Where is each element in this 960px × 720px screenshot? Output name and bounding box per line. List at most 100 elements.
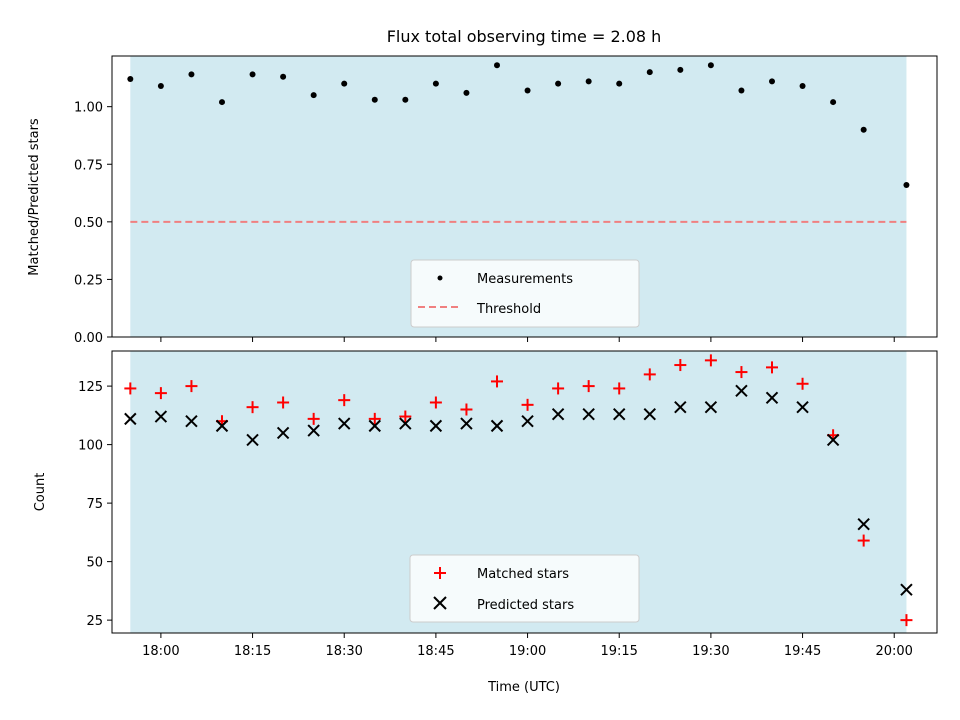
matched-stars-point bbox=[491, 375, 503, 388]
predicted-stars-point bbox=[185, 415, 198, 428]
bottom-y-tick-label: 50 bbox=[86, 556, 103, 571]
predicted-stars-point bbox=[460, 417, 473, 430]
measurements-point bbox=[371, 96, 378, 103]
matched-stars-point bbox=[582, 380, 595, 393]
bottom-y-axis-label: Count bbox=[33, 473, 48, 512]
legend-matched-stars-label: Matched stars bbox=[477, 567, 569, 582]
measurements-point bbox=[341, 80, 348, 87]
bottom-axes-frame bbox=[111, 350, 938, 634]
predicted-stars-point bbox=[765, 391, 779, 405]
bottom-x-tick-label: 20:00 bbox=[875, 644, 912, 659]
top-y-tick-label: 1.00 bbox=[74, 101, 103, 116]
matched-stars-point bbox=[643, 368, 656, 381]
predicted-stars-point bbox=[613, 407, 626, 421]
matched-stars-point bbox=[185, 380, 198, 393]
predicted-stars-point bbox=[796, 400, 809, 414]
bottom-x-tick-label: 19:30 bbox=[692, 644, 729, 659]
top-panel: Flux total observing time = 2.08 h 0.000… bbox=[27, 27, 938, 346]
bottom-y-ticks: 25 50 75 100 125 bbox=[78, 380, 112, 629]
legend-predicted-stars-label: Predicted stars bbox=[477, 598, 574, 613]
bottom-x-tick-label: 19:15 bbox=[600, 644, 637, 659]
legend-measurements-label: Measurements bbox=[477, 272, 573, 287]
predicted-stars-point bbox=[338, 417, 351, 430]
matched-stars-point bbox=[674, 359, 687, 372]
matched-stars-point bbox=[521, 398, 534, 411]
matched-stars-point bbox=[307, 412, 320, 425]
matched-stars-point bbox=[338, 394, 351, 407]
measurements-point bbox=[157, 82, 164, 89]
matched-stars-point bbox=[900, 614, 913, 627]
predicted-stars-point bbox=[674, 400, 687, 414]
bottom-x-tick-label: 18:45 bbox=[417, 644, 454, 659]
top-legend-box bbox=[410, 259, 640, 328]
matched-stars-point bbox=[154, 387, 167, 400]
top-x-ticks bbox=[160, 337, 895, 342]
predicted-stars-point bbox=[399, 417, 412, 430]
bottom-y-tick-label: 100 bbox=[78, 439, 103, 454]
measurements-point bbox=[799, 82, 806, 89]
matched-stars-point bbox=[796, 377, 809, 390]
legend-predicted-stars-marker bbox=[433, 596, 447, 610]
bottom-x-tick-label: 18:15 bbox=[234, 644, 271, 659]
measurements-point bbox=[646, 69, 653, 76]
predicted-stars-point bbox=[154, 410, 168, 423]
bottom-y-tick-label: 75 bbox=[86, 497, 103, 512]
predicted-stars-point bbox=[124, 412, 137, 426]
predicted-stars-point bbox=[215, 419, 229, 433]
matched-stars-point bbox=[735, 366, 748, 379]
predicted-stars-point bbox=[521, 415, 534, 428]
measurements-point bbox=[707, 62, 714, 69]
top-y-tick-label: 0.75 bbox=[74, 158, 103, 173]
measurements-point bbox=[830, 99, 837, 106]
measurements-point bbox=[677, 66, 684, 73]
top-y-axis-label: Matched/Predicted stars bbox=[27, 118, 42, 276]
bottom-series-layer bbox=[124, 354, 913, 627]
predicted-stars-point bbox=[490, 419, 504, 433]
predicted-stars-point bbox=[276, 426, 290, 440]
bottom-y-tick-label: 25 bbox=[86, 614, 103, 629]
measurements-point bbox=[188, 71, 195, 78]
measurements-point bbox=[616, 80, 623, 87]
measurements-point bbox=[432, 80, 439, 87]
predicted-stars-point bbox=[643, 407, 656, 421]
matched-stars-point bbox=[766, 361, 778, 374]
measurements-point bbox=[310, 92, 317, 99]
top-chart-title: Flux total observing time = 2.08 h bbox=[387, 27, 662, 46]
bottom-x-tick-label: 18:30 bbox=[325, 644, 362, 659]
matched-stars-point bbox=[460, 403, 473, 416]
top-axes-frame bbox=[111, 55, 938, 338]
measurements-point bbox=[769, 78, 775, 85]
measurements-point bbox=[402, 96, 409, 103]
bottom-x-tick-label: 18:00 bbox=[142, 644, 179, 659]
top-y-ticks: 0.00 0.25 0.50 0.75 1.00 bbox=[74, 101, 112, 346]
top-y-tick-label: 0.25 bbox=[74, 273, 103, 288]
predicted-stars-point bbox=[551, 407, 565, 421]
matched-stars-point bbox=[368, 412, 381, 425]
matched-stars-point bbox=[857, 534, 870, 547]
measurements-point bbox=[494, 62, 500, 69]
matched-stars-point bbox=[399, 410, 412, 423]
measurements-point bbox=[585, 78, 592, 85]
bottom-x-tick-label: 19:00 bbox=[509, 644, 546, 659]
predicted-stars-point bbox=[368, 419, 381, 433]
bottom-panel: 25 50 75 100 125 18:00 18:15 18:30 18:45 19:00 19… bbox=[33, 350, 938, 695]
matched-stars-point bbox=[124, 382, 137, 395]
bottom-legend: Matched stars Predicted stars bbox=[409, 554, 640, 623]
matched-stars-point bbox=[704, 354, 717, 367]
predicted-stars-point bbox=[900, 583, 913, 596]
top-y-tick-label: 0.00 bbox=[74, 331, 103, 346]
measurements-point bbox=[555, 80, 562, 87]
top-y-tick-label: 0.50 bbox=[74, 216, 103, 231]
legend-matched-stars-marker bbox=[434, 567, 446, 579]
bottom-y-tick-label: 125 bbox=[78, 380, 103, 395]
bottom-legend-box bbox=[409, 554, 640, 623]
predicted-stars-point bbox=[735, 384, 748, 397]
measurements-point bbox=[463, 89, 470, 96]
measurements-point bbox=[280, 73, 287, 80]
matched-stars-point bbox=[277, 396, 290, 409]
bottom-x-tick-label: 19:45 bbox=[784, 644, 821, 659]
predicted-stars-point bbox=[307, 424, 320, 437]
measurements-point bbox=[127, 76, 134, 83]
matched-stars-point bbox=[552, 382, 565, 395]
